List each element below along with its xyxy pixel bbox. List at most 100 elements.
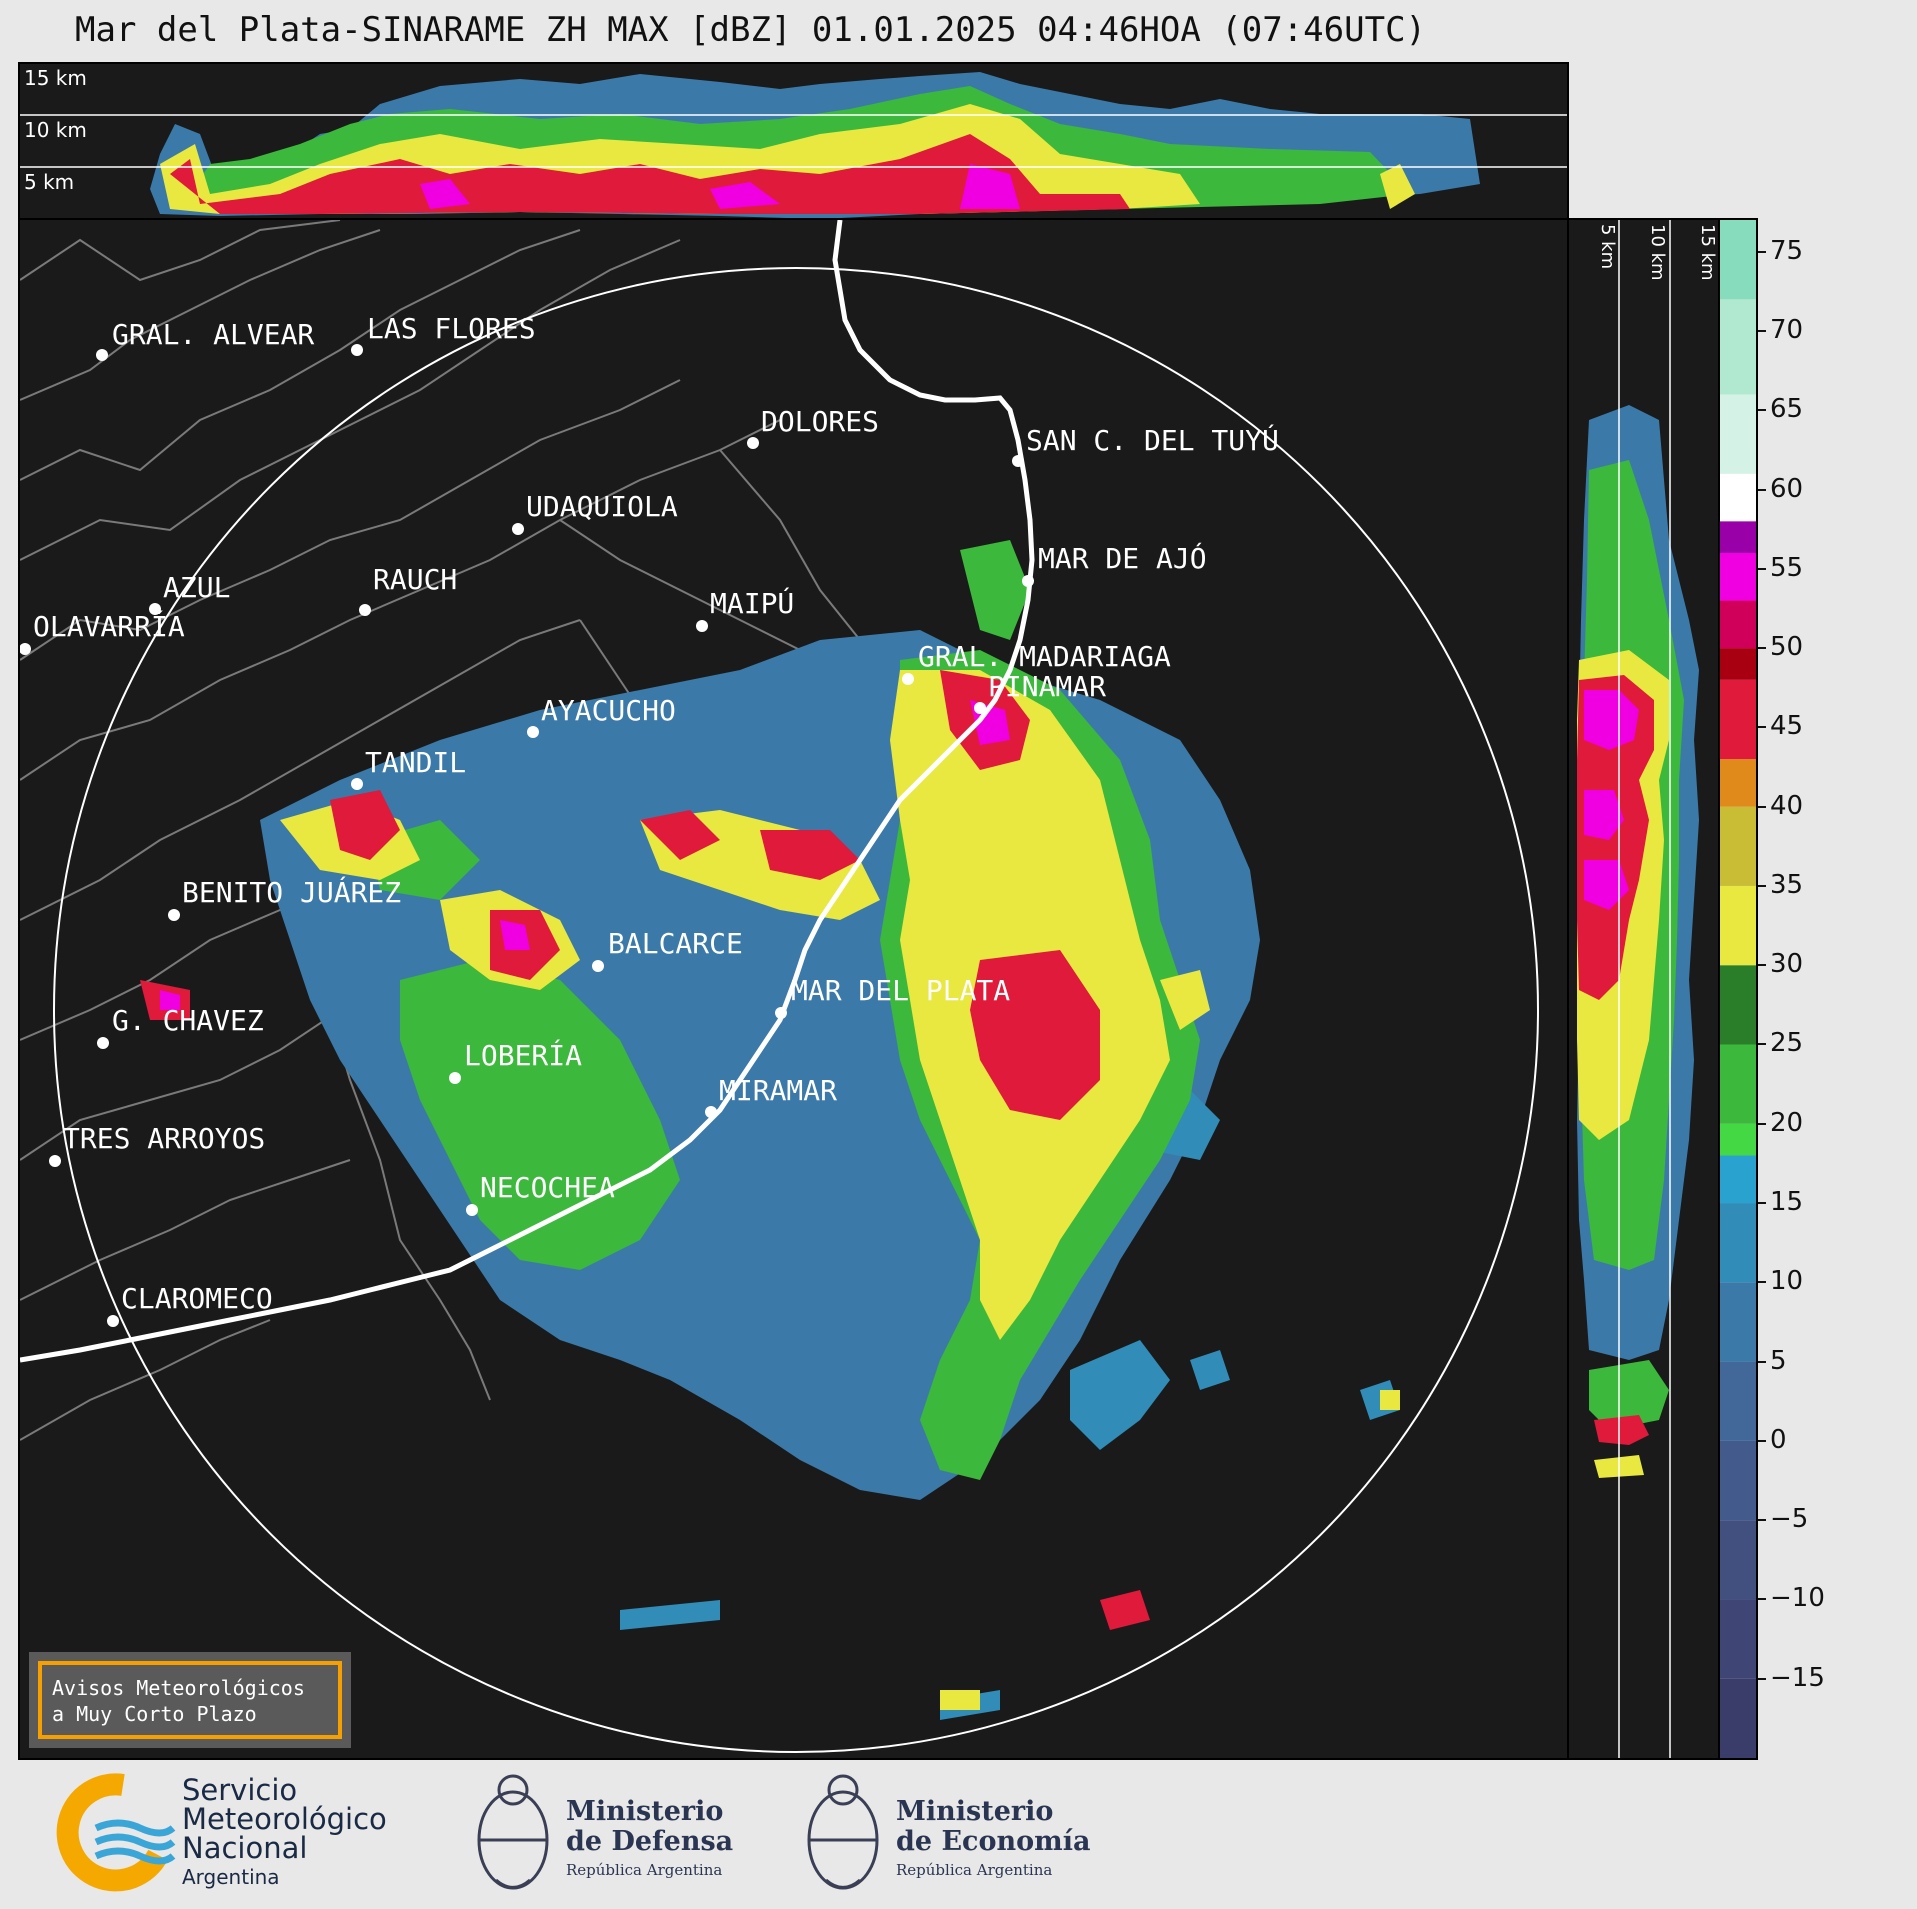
city-label-udaquiola: UDAQUIOLA (526, 490, 678, 523)
colorbar-tick-label: 50 (1770, 632, 1804, 663)
defensa-sub: República Argentina (566, 1861, 723, 1879)
colorbar-swatch (1720, 759, 1756, 807)
colorbar-tick-label: 40 (1770, 790, 1804, 821)
city-label-pinamar: PINAMAR (988, 670, 1106, 703)
colorbar-swatch (1720, 220, 1756, 300)
city-label-san-c-del-tuyu: SAN C. DEL TUYÚ (1026, 423, 1279, 457)
city-label-dolores: DOLORES (761, 405, 879, 438)
defensa-line2: de Defensa (566, 1826, 734, 1857)
colorbar-swatch (1720, 806, 1756, 886)
colorbar-tick-label: 0 (1770, 1424, 1787, 1455)
colorbar-tick-mark (1758, 1202, 1766, 1205)
colorbar-tick-mark (1758, 488, 1766, 491)
colorbar-tick-mark (1758, 329, 1766, 332)
colorbar-tick-mark (1758, 964, 1766, 967)
economia-sub: República Argentina (896, 1861, 1053, 1879)
colorbar-tick-label: 15 (1770, 1187, 1804, 1218)
colorbar-tick-mark (1758, 1043, 1766, 1046)
coastline (20, 220, 1035, 1363)
colorbar-swatch (1720, 1678, 1756, 1758)
city-label-miramar: MIRAMAR (719, 1074, 837, 1107)
colorbar-tick-label: 35 (1770, 869, 1804, 900)
colorbar-tick-label: 30 (1770, 949, 1804, 980)
colorbar-tick-label: 75 (1770, 235, 1804, 266)
top-cross-section-panel: 15 km 10 km 5 km (18, 62, 1569, 220)
city-label-mar-del-plata: MAR DEL PLATA (791, 974, 1010, 1007)
side-cross-section-panel: 5 km 10 km 15 km (1567, 218, 1720, 1760)
city-label-rauch: RAUCH (373, 563, 457, 596)
colorbar-tick-label: 20 (1770, 1107, 1804, 1138)
smn-line3: Nacional (182, 1831, 308, 1865)
smn-wordmark: Servicio Meteorológico Nacional Argentin… (182, 1776, 387, 1892)
colorbar-swatch (1720, 648, 1756, 680)
city-label-las-flores: LAS FLORES (367, 312, 536, 345)
colorbar-swatch (1720, 965, 1756, 1045)
colorbar-swatch (1720, 1282, 1756, 1362)
colorbar-tick-mark (1758, 1360, 1766, 1363)
city-label-tandil: TANDIL (365, 746, 466, 779)
city-labels: GRAL. ALVEAR LAS FLORES DOLORES SAN C. D… (33, 312, 1279, 1315)
alert-box[interactable]: Avisos Meteorológicos a Muy Corto Plazo (29, 1652, 351, 1748)
colorbar-tick-mark (1758, 409, 1766, 412)
department-boundaries (20, 220, 961, 1441)
colorbar-swatch (1720, 1123, 1756, 1156)
economia-line2: de Economía (896, 1826, 1091, 1857)
city-label-ayacucho: AYACUCHO (541, 694, 676, 727)
colorbar-swatch (1720, 679, 1756, 760)
colorbar-tick-mark (1758, 1122, 1766, 1125)
colorbar-swatch (1720, 299, 1756, 395)
smn-line2: Meteorológico (182, 1802, 387, 1836)
colorbar-tick-mark (1758, 1439, 1766, 1442)
colorbar-swatch (1720, 1599, 1756, 1679)
city-label-gral-alvear: GRAL. ALVEAR (112, 318, 314, 351)
colorbar-tick-label: −15 (1770, 1662, 1825, 1693)
radar-map-panel[interactable]: GRAL. ALVEAR LAS FLORES DOLORES SAN C. D… (18, 218, 1569, 1760)
colorbar-tick-label: −5 (1770, 1504, 1809, 1535)
colorbar-swatch (1720, 552, 1756, 601)
city-label-necochea: NECOCHEA (480, 1171, 615, 1204)
city-label-balcarce: BALCARCE (608, 927, 743, 960)
colorbar-tick-label: 45 (1770, 711, 1804, 742)
colorbar-swatch (1720, 1440, 1756, 1521)
city-label-olavarria: OLAVARRÍA (33, 609, 185, 643)
city-label-tres-arroyos: TRES ARROYOS (63, 1122, 265, 1155)
top-cross-section-echoes (20, 72, 1567, 218)
economia-wordmark: Ministerio de Economía República Argenti… (896, 1796, 1091, 1880)
colorbar-tick-mark (1758, 250, 1766, 253)
colorbar-tick-mark (1758, 567, 1766, 570)
city-markers (20, 344, 1034, 1327)
colorbar-swatches (1720, 220, 1756, 1758)
colorbar-tick-label: 70 (1770, 314, 1804, 345)
defensa-wordmark: Ministerio de Defensa República Argentin… (566, 1797, 734, 1880)
colorbar-tick-label: 25 (1770, 1028, 1804, 1059)
colorbar-tick-label: 5 (1770, 1345, 1787, 1376)
side-cross-section-echoes (1577, 220, 1699, 1758)
city-label-loberia: LOBERÍA (464, 1038, 582, 1072)
height-label-15km: 15 km (24, 66, 87, 90)
colorbar-tick-label: 10 (1770, 1266, 1804, 1297)
colorbar-tick-label: 60 (1770, 473, 1804, 504)
colorbar-swatch (1720, 1044, 1756, 1124)
colorbar-swatch (1720, 885, 1756, 966)
colorbar-tick-mark (1758, 1519, 1766, 1522)
side-height-label-10km: 10 km (1647, 224, 1668, 281)
colorbar (1718, 218, 1758, 1760)
colorbar-tick-label: 55 (1770, 552, 1804, 583)
city-label-benito-juarez: BENITO JUÁREZ (182, 875, 401, 909)
colorbar-swatch (1720, 1520, 1756, 1600)
smn-country: Argentina (182, 1865, 280, 1889)
defensa-coat-of-arms-icon (477, 1774, 549, 1890)
economia-line1: Ministerio (896, 1796, 1054, 1827)
colorbar-tick-mark (1758, 884, 1766, 887)
height-label-10km: 10 km (24, 118, 87, 142)
alert-box-line2: a Muy Corto Plazo (52, 1702, 257, 1726)
alert-box-line1: Avisos Meteorológicos (52, 1676, 305, 1700)
colorbar-tick-mark (1758, 805, 1766, 808)
colorbar-tick-mark (1758, 1281, 1766, 1284)
colorbar-swatch (1720, 1155, 1756, 1204)
colorbar-swatch (1720, 600, 1756, 649)
city-label-g-chavez: G. CHAVEZ (112, 1004, 264, 1037)
city-label-gral-madariaga: GRAL. MADARIAGA (918, 640, 1171, 673)
city-label-azul: AZUL (163, 571, 230, 604)
side-height-label-15km: 15 km (1697, 224, 1718, 281)
